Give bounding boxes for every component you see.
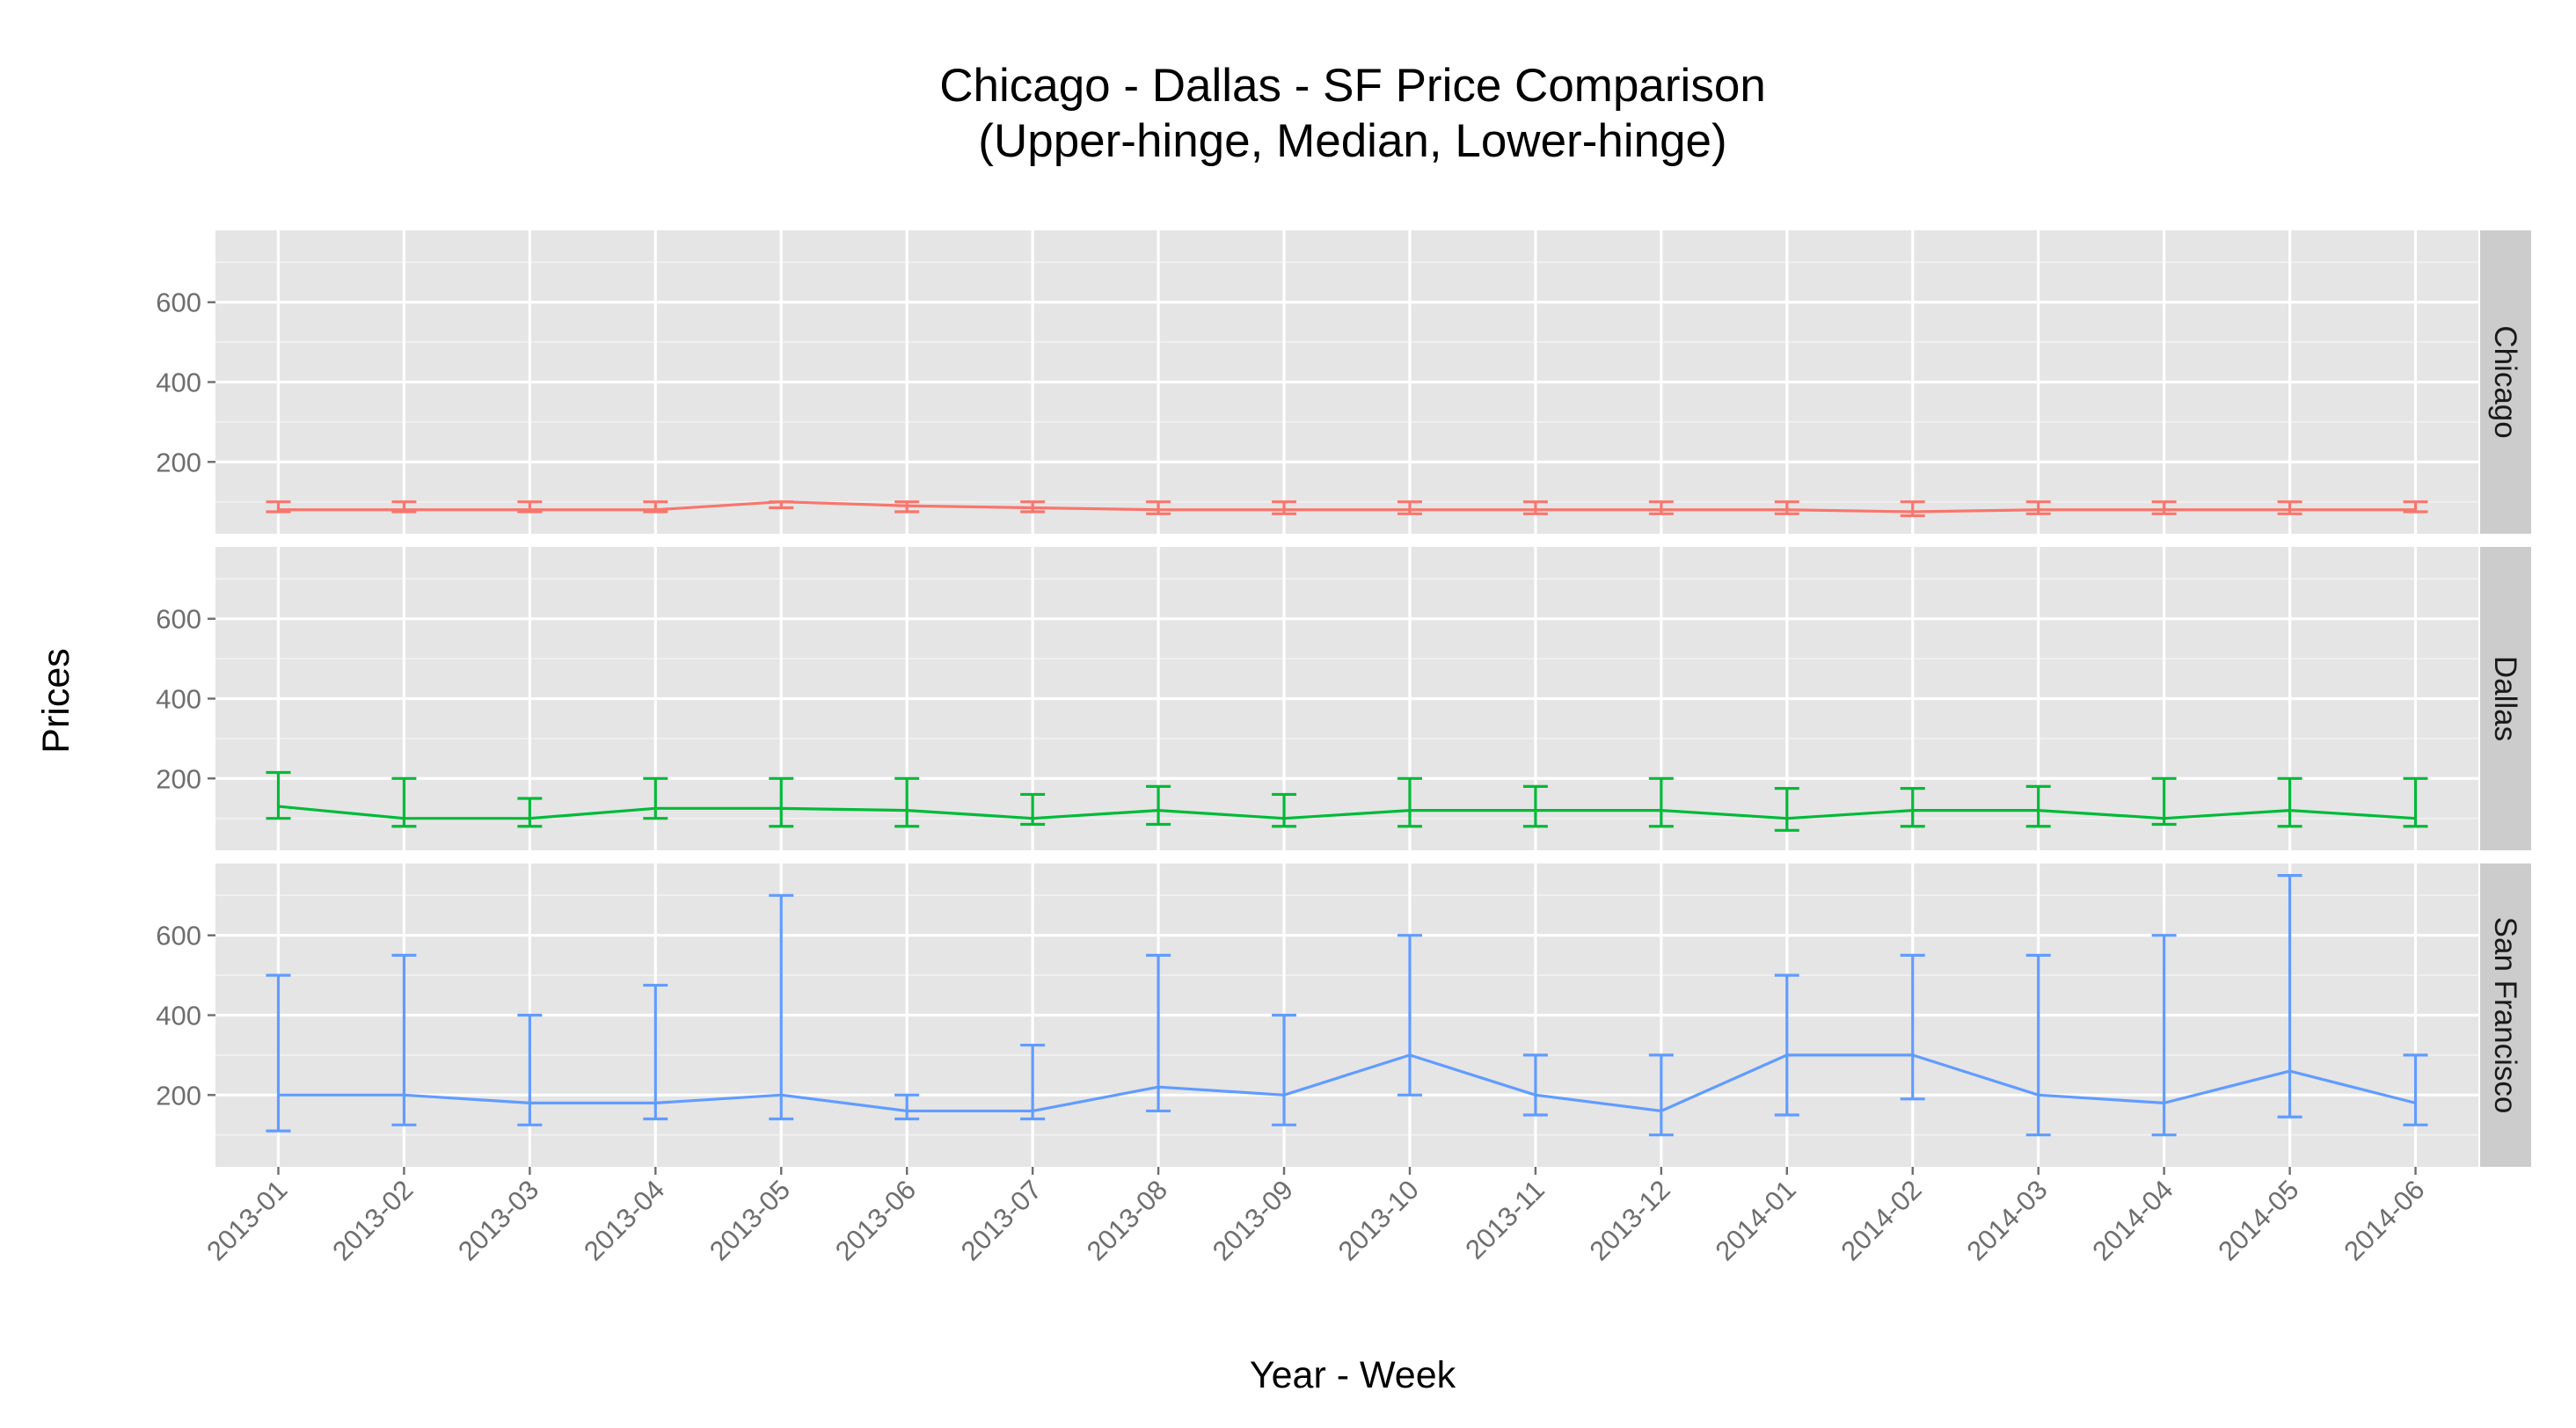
error-bar [2151,500,2177,515]
x-tick-label: 2013-12 [1584,1174,1676,1266]
error-bar [643,983,668,1121]
error-bar [1522,500,1548,515]
y-tick-label: 200 [156,447,201,477]
error-bar [1648,500,1674,515]
facet-chicago: 200 400 600 Chicago [156,230,2531,534]
x-tick-label: 2013-01 [201,1174,293,1266]
error-bar [769,776,794,828]
error-bar [1146,784,1171,827]
error-bar [1146,500,1171,515]
error-bar [1020,1043,1046,1121]
y-tick-label: 400 [156,368,201,398]
chart-subtitle: (Upper-hinge, Median, Lower-hinge) [978,115,1726,167]
median-line-san-francisco [278,1053,2416,1113]
y-tick-label: 600 [156,921,201,951]
x-tick-label: 2013-10 [1332,1174,1425,1266]
facet-panels: 200 400 600 Chicago 200 400 600 Dallas 200 400 600… [156,230,2531,1167]
y-tick-label: 600 [156,288,201,318]
x-tick-label: 2013-11 [1459,1174,1551,1265]
error-bar [1774,500,1799,515]
error-bar [2151,776,2177,827]
x-tick-label: 2013-09 [1207,1174,1299,1266]
error-bar [894,1093,920,1121]
error-bar [1522,784,1548,828]
error-bar [894,776,920,828]
error-bar [1900,500,1925,518]
chart-title: Chicago - Dallas - SF Price Comparison [939,60,1766,112]
x-tick-label: 2014-02 [1835,1174,1927,1266]
x-tick-label: 2013-08 [1081,1174,1173,1266]
error-bar [517,1013,543,1126]
median-line-dallas [278,805,2416,820]
y-tick-label: 200 [156,763,201,794]
facet-san-francisco: 200 400 600 San Francisco [156,863,2531,1167]
x-tick-label: 2013-04 [578,1174,670,1266]
error-bar [1774,973,1799,1117]
error-bar [266,973,291,1133]
y-tick-label: 200 [156,1080,201,1111]
x-tick-label: 2013-06 [829,1174,922,1266]
error-bar [2277,776,2302,828]
error-bar [2277,874,2302,1118]
x-tick-label: 2014-01 [1710,1174,1802,1266]
error-bar [1774,787,1799,832]
strip-label-san-francisco: San Francisco [2488,917,2522,1114]
strip-san-francisco [2480,863,2531,1167]
x-tick-label: 2014-06 [2338,1174,2430,1266]
error-bar [2025,500,2051,515]
facet-dallas: 200 400 600 Dallas [156,547,2531,850]
x-axis-title: Year - Week [1250,1354,1456,1396]
error-bar [1272,500,1297,515]
error-bar [1397,500,1422,515]
x-tick-label: 2013-07 [955,1174,1047,1266]
median-line-chicago [278,500,2416,514]
y-tick-label: 600 [156,604,201,635]
error-bar [1272,792,1297,828]
error-bar [1397,934,1422,1096]
error-bar [2403,1053,2428,1126]
y-axis-title: Prices [35,648,77,753]
y-tick-label: 400 [156,1001,201,1031]
y-tick-label: 400 [156,684,201,715]
x-axis: 2013-01 2013-02 2013-03 2013-04 2013-05 2013-… [201,1167,2430,1266]
error-bar [1397,776,1422,828]
x-tick-label: 2014-03 [1960,1174,2053,1266]
strip-chicago [2480,230,2531,534]
error-bar [2277,500,2302,515]
error-bar [769,893,794,1121]
error-bar [1648,776,1674,828]
x-tick-label: 2013-05 [704,1174,796,1266]
error-bar [2025,784,2051,828]
x-tick-label: 2014-05 [2212,1174,2304,1266]
error-bar [1900,953,1925,1101]
x-tick-label: 2014-04 [2086,1174,2178,1266]
strip-label-chicago: Chicago [2488,325,2522,438]
strip-label-dallas: Dallas [2488,656,2522,741]
error-bar [1272,1013,1297,1126]
strip-dallas [2480,547,2531,850]
error-bar [517,797,543,828]
error-bar [1146,953,1171,1113]
error-bar [2025,953,2051,1137]
x-tick-label: 2013-03 [452,1174,544,1266]
error-bar [266,770,291,820]
error-bar [1522,1053,1548,1117]
error-bar [1648,1053,1674,1137]
error-bar [391,953,417,1126]
x-tick-label: 2013-02 [326,1174,419,1266]
error-bar [643,776,668,820]
error-bar [1900,787,1925,828]
